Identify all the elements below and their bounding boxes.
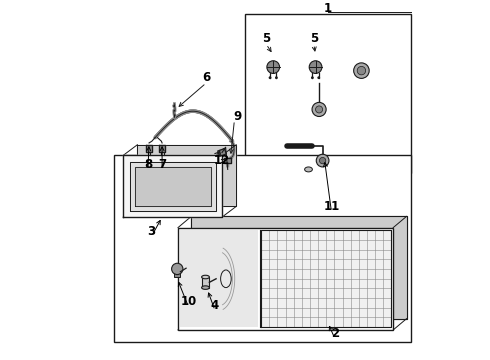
Bar bbox=[178, 228, 393, 330]
Text: 3: 3 bbox=[147, 225, 155, 238]
Circle shape bbox=[269, 76, 271, 79]
Ellipse shape bbox=[201, 286, 209, 289]
Text: 2: 2 bbox=[331, 327, 339, 340]
Bar bbox=[201, 277, 209, 288]
Text: 4: 4 bbox=[211, 299, 219, 312]
Bar bbox=[245, 14, 411, 173]
Circle shape bbox=[311, 76, 314, 79]
Circle shape bbox=[309, 61, 322, 73]
Text: 7: 7 bbox=[158, 158, 166, 171]
Text: 9: 9 bbox=[234, 110, 242, 123]
Bar bbox=[180, 230, 258, 327]
Polygon shape bbox=[135, 167, 211, 206]
Text: 10: 10 bbox=[180, 295, 196, 308]
Polygon shape bbox=[123, 155, 222, 217]
Polygon shape bbox=[159, 145, 165, 152]
Ellipse shape bbox=[201, 275, 209, 279]
Text: 11: 11 bbox=[323, 200, 340, 213]
Ellipse shape bbox=[305, 167, 313, 172]
Text: 5: 5 bbox=[262, 32, 270, 45]
Polygon shape bbox=[192, 216, 407, 319]
Polygon shape bbox=[130, 162, 216, 211]
Circle shape bbox=[357, 66, 366, 75]
Circle shape bbox=[316, 106, 322, 113]
Bar bbox=[174, 268, 180, 277]
Text: 5: 5 bbox=[310, 32, 318, 45]
Circle shape bbox=[316, 154, 329, 167]
Bar bbox=[261, 230, 392, 327]
Circle shape bbox=[267, 61, 280, 73]
Text: 12: 12 bbox=[214, 154, 230, 167]
Polygon shape bbox=[137, 145, 236, 207]
Bar bbox=[115, 155, 411, 342]
Circle shape bbox=[172, 263, 183, 275]
Polygon shape bbox=[146, 145, 152, 152]
Text: 8: 8 bbox=[144, 158, 152, 171]
Circle shape bbox=[275, 76, 278, 79]
Circle shape bbox=[319, 157, 326, 164]
Circle shape bbox=[318, 76, 320, 79]
Circle shape bbox=[354, 63, 369, 78]
Polygon shape bbox=[224, 158, 231, 163]
Circle shape bbox=[312, 102, 326, 117]
Polygon shape bbox=[218, 149, 226, 156]
Text: 1: 1 bbox=[324, 3, 332, 15]
Text: 6: 6 bbox=[202, 71, 210, 84]
